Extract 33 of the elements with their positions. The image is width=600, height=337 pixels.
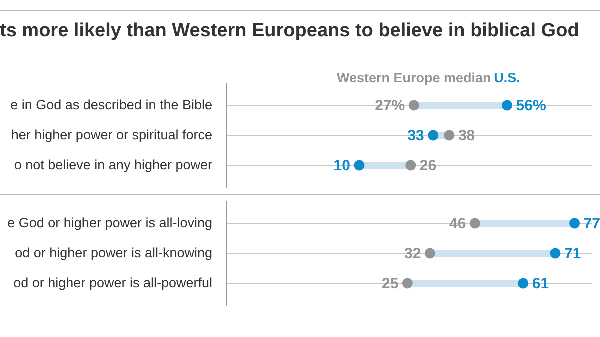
y-tick-label: her higher power or spiritual force: [11, 128, 212, 142]
data-label: 46: [449, 216, 466, 232]
point: [354, 160, 365, 171]
series-label: Western Europe median: [336, 70, 492, 86]
y-tick-label: e in God as described in the Bible: [10, 98, 212, 112]
data-label: 61: [532, 276, 550, 292]
data-label: 77: [584, 216, 600, 232]
point: [570, 218, 580, 229]
data-label: 56%: [516, 98, 546, 114]
y-tick-label: od or higher power is all-powerful: [14, 276, 212, 290]
point: [402, 278, 413, 289]
data-label: 10: [334, 158, 350, 174]
point: [470, 218, 480, 229]
data-label: 26: [420, 158, 437, 174]
y-tick-label: od or higher power is all-knowing: [15, 246, 212, 260]
series-label: U.S.: [494, 70, 520, 86]
data-label: 25: [382, 276, 399, 292]
point: [518, 278, 529, 289]
point: [428, 130, 439, 141]
chart-title: ts more likely than Western Europeans to believe in biblical God: [0, 20, 580, 42]
point: [550, 248, 561, 259]
data-label: 27%: [375, 98, 406, 114]
data-label: 71: [564, 246, 582, 262]
y-tick-label: e God or higher power is all-loving: [8, 216, 212, 230]
data-label: 32: [404, 246, 422, 262]
point: [444, 130, 455, 141]
point: [502, 100, 513, 111]
y-tick-label: o not believe in any higher power: [14, 158, 213, 172]
point: [406, 160, 416, 171]
data-label: 33: [408, 128, 424, 144]
data-label: 38: [458, 128, 476, 144]
point: [424, 248, 436, 259]
point: [408, 100, 420, 111]
